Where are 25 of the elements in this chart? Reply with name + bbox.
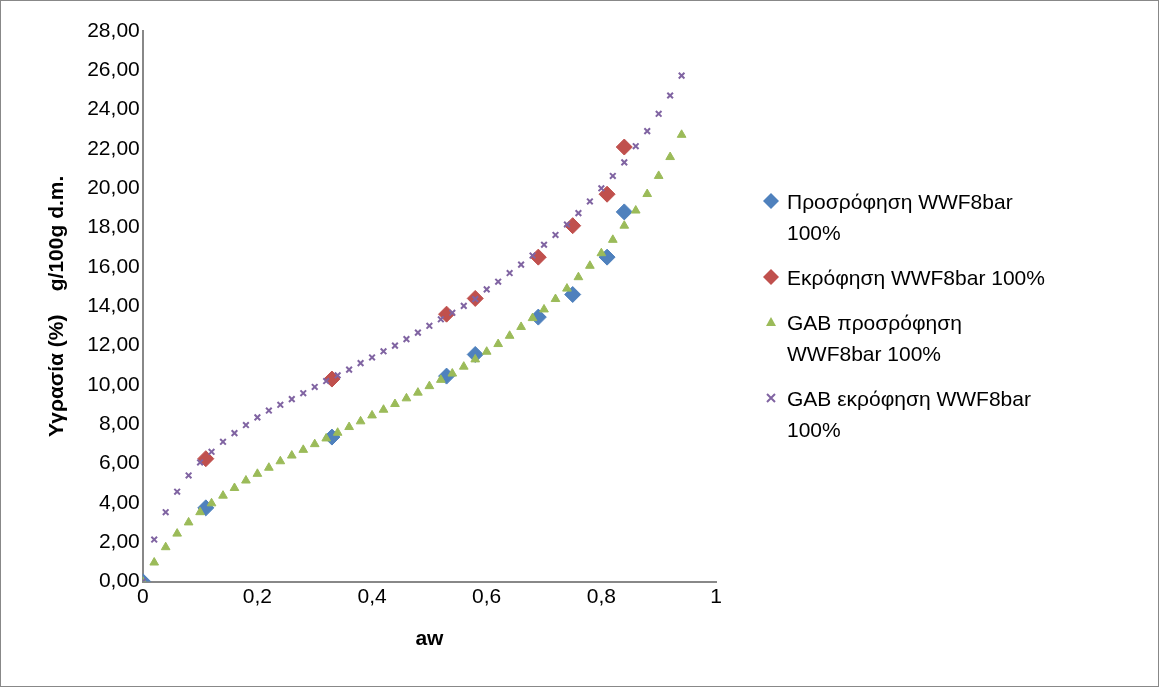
y-tick-label: 20,00 [87,175,140,199]
y-tick-label: 2,00 [98,529,140,553]
x-tick-label: 1 [710,584,722,607]
x-tick-label: 0,8 [586,584,616,607]
x-tick-label: 0,4 [357,584,387,607]
x-axis-title: aw [415,626,445,650]
y-tick-label: 22,00 [87,135,140,159]
legend-label: GAB εκρόφηση WWF8bar 100% [787,386,1032,443]
y-tick-label: 12,00 [87,332,140,356]
y-tick-label: 14,00 [87,293,140,317]
y-tick-label: 6,00 [98,450,140,474]
y-tick-label: 8,00 [98,411,140,435]
legend-label: GAB προσρόφηση WWF8bar 100% [787,310,963,367]
y-tick-label: 4,00 [98,489,140,513]
y-tick-label: 16,00 [87,253,140,277]
x-tick-label: 0,2 [242,584,272,607]
legend-label: Προσρόφηση WWF8bar 100% [787,189,1014,246]
y-tick-label: 26,00 [87,57,140,81]
x-tick-label: 0,6 [472,584,502,607]
y-tick-label: 10,00 [87,371,140,395]
y-tick-label: 18,00 [87,214,140,238]
y-axis-title: Υγρασία (%) g/100g d.m. [44,175,68,437]
y-tick-label: 28,00 [87,17,140,41]
legend-label: Εκρόφηση WWF8bar 100% [787,265,1045,291]
y-tick-label: 24,00 [87,96,140,120]
